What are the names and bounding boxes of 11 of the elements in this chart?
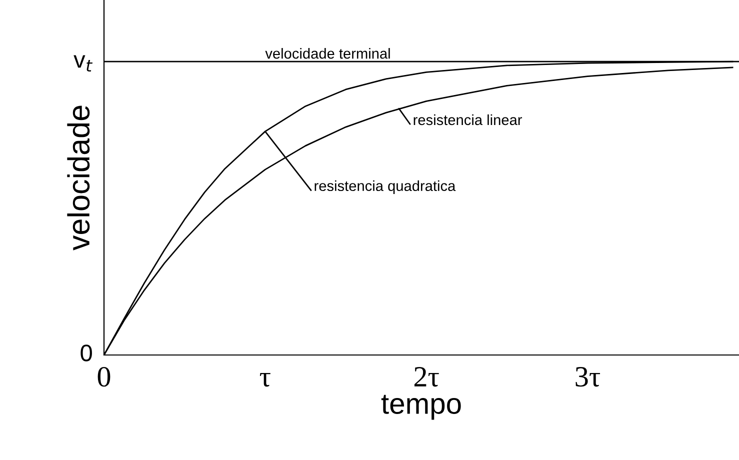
annotation: resistencia linear	[414, 114, 522, 126]
annotation: 0	[80, 344, 92, 362]
annotation: v$_{t}$	[74, 55, 93, 72]
ref-line-label: velocidade terminal	[265, 48, 390, 59]
y-axis-title: velocidade	[67, 106, 90, 250]
x-tick-label: 2τ	[414, 367, 439, 387]
x-axis-title: tempo	[381, 394, 461, 420]
x-tick-label: 0	[98, 366, 110, 387]
x-tick-label: 3τ	[576, 367, 600, 387]
annotation: resistencia quadratica	[314, 180, 456, 194]
x-tick-label: τ	[260, 372, 270, 387]
